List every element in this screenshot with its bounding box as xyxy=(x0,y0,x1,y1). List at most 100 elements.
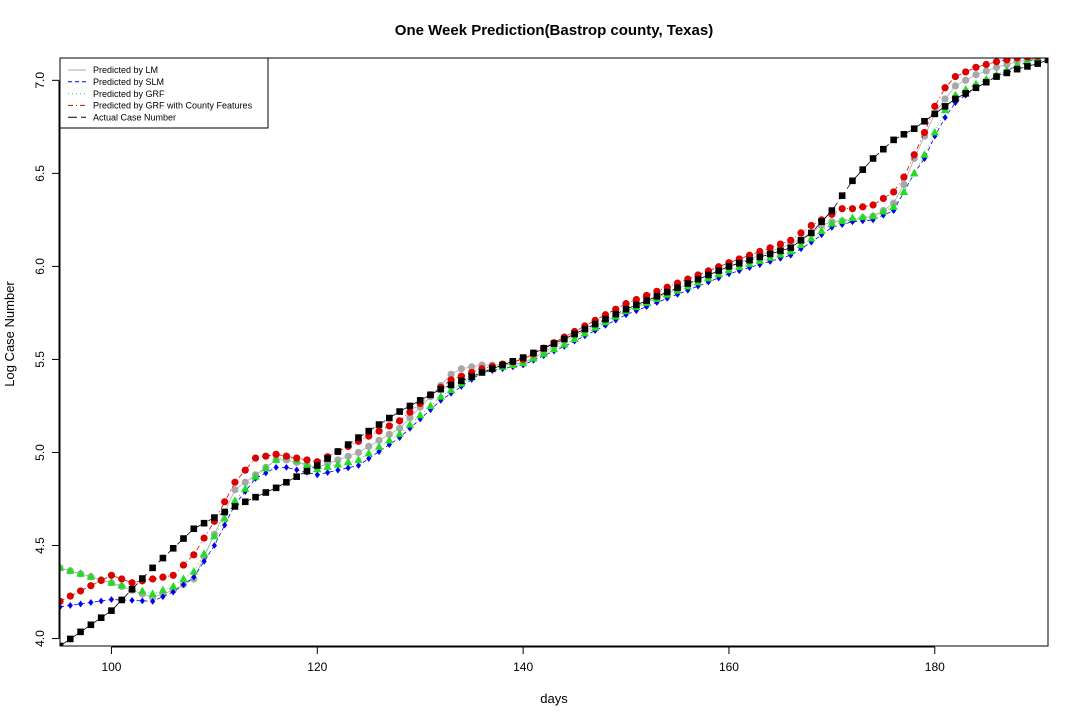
data-point xyxy=(797,237,805,244)
data-point xyxy=(468,363,476,371)
data-point xyxy=(921,155,928,162)
data-point xyxy=(952,99,958,107)
series-line xyxy=(60,59,1048,646)
data-point xyxy=(941,95,949,103)
y-tick-label: 4.0 xyxy=(33,630,47,647)
data-point xyxy=(407,424,413,432)
data-point xyxy=(643,297,650,304)
data-point xyxy=(189,567,198,575)
data-point xyxy=(549,344,559,353)
data-point xyxy=(849,177,856,185)
data-point xyxy=(900,130,908,138)
data-point xyxy=(1003,69,1011,77)
data-point xyxy=(180,535,187,542)
data-point xyxy=(241,484,250,492)
series-line xyxy=(60,58,1038,608)
data-point xyxy=(880,145,887,153)
data-point xyxy=(211,542,217,549)
data-point xyxy=(334,448,342,455)
axes: 100 120 140 160 180 4.0 4.5 5.0 5.5 6.0 6.5 7.0 xyxy=(33,57,1049,674)
data-point xyxy=(890,136,897,144)
data-point xyxy=(818,231,825,239)
data-point xyxy=(972,71,980,79)
data-point xyxy=(828,207,836,214)
data-point xyxy=(158,585,168,594)
data-point xyxy=(982,78,990,86)
data-point xyxy=(221,498,229,506)
data-point xyxy=(436,392,445,400)
data-point xyxy=(735,260,743,267)
data-point xyxy=(1033,58,1042,61)
data-point xyxy=(1013,58,1021,62)
data-point xyxy=(222,521,228,529)
data-point xyxy=(405,420,415,428)
data-point xyxy=(60,603,63,611)
data-point xyxy=(365,442,373,451)
data-point xyxy=(150,597,156,605)
data-point xyxy=(169,545,177,552)
data-point xyxy=(1013,65,1021,73)
data-point xyxy=(899,187,909,195)
data-point xyxy=(170,588,176,596)
data-point xyxy=(406,408,414,416)
data-point xyxy=(416,397,424,404)
data-point xyxy=(169,581,178,590)
data-point xyxy=(273,463,279,471)
data-point xyxy=(139,575,146,582)
data-point xyxy=(827,219,837,227)
data-point xyxy=(817,226,826,235)
data-point xyxy=(220,514,229,522)
data-point xyxy=(715,267,722,274)
data-point xyxy=(766,250,774,258)
data-point xyxy=(251,472,260,480)
data-point xyxy=(560,340,569,348)
data-point xyxy=(879,194,887,203)
series-2 xyxy=(60,58,1042,597)
data-point xyxy=(386,414,393,422)
data-point xyxy=(900,173,908,181)
data-point xyxy=(118,575,126,583)
data-point xyxy=(580,328,590,337)
x-tick-label: 160 xyxy=(719,660,739,674)
data-point xyxy=(458,377,465,385)
data-point xyxy=(1044,58,1048,64)
data-point xyxy=(179,574,188,583)
data-point xyxy=(725,263,733,270)
data-point xyxy=(777,247,784,255)
legend-label: Predicted by GRF with County Features xyxy=(93,101,253,111)
data-point xyxy=(66,592,74,600)
series-0 xyxy=(60,58,1042,602)
plot-area xyxy=(60,58,1048,646)
data-point xyxy=(293,473,301,480)
data-point xyxy=(837,216,847,224)
data-point xyxy=(788,251,794,259)
data-point xyxy=(550,340,558,347)
data-point xyxy=(890,188,898,196)
data-point xyxy=(138,586,147,595)
data-point xyxy=(870,216,876,224)
x-tick-label: 180 xyxy=(925,660,945,674)
data-point xyxy=(354,448,363,457)
data-point xyxy=(951,73,959,81)
data-point xyxy=(972,84,980,92)
data-point xyxy=(272,450,280,458)
data-point xyxy=(323,462,332,470)
data-point xyxy=(344,441,352,448)
data-point xyxy=(324,455,331,462)
data-point xyxy=(262,452,270,460)
data-point xyxy=(756,253,764,261)
data-point xyxy=(117,581,126,589)
data-point xyxy=(571,330,578,338)
data-point xyxy=(180,581,187,588)
y-tick-label: 6.0 xyxy=(33,258,47,275)
data-point xyxy=(67,602,73,609)
data-point xyxy=(241,498,249,506)
data-point xyxy=(231,478,239,486)
data-point xyxy=(663,288,671,296)
data-point xyxy=(879,207,888,215)
data-point xyxy=(252,493,259,501)
data-point xyxy=(200,534,208,542)
legend-label: Predicted by GRF xyxy=(93,89,165,99)
legend-label: Predicted by SLM xyxy=(93,77,164,87)
